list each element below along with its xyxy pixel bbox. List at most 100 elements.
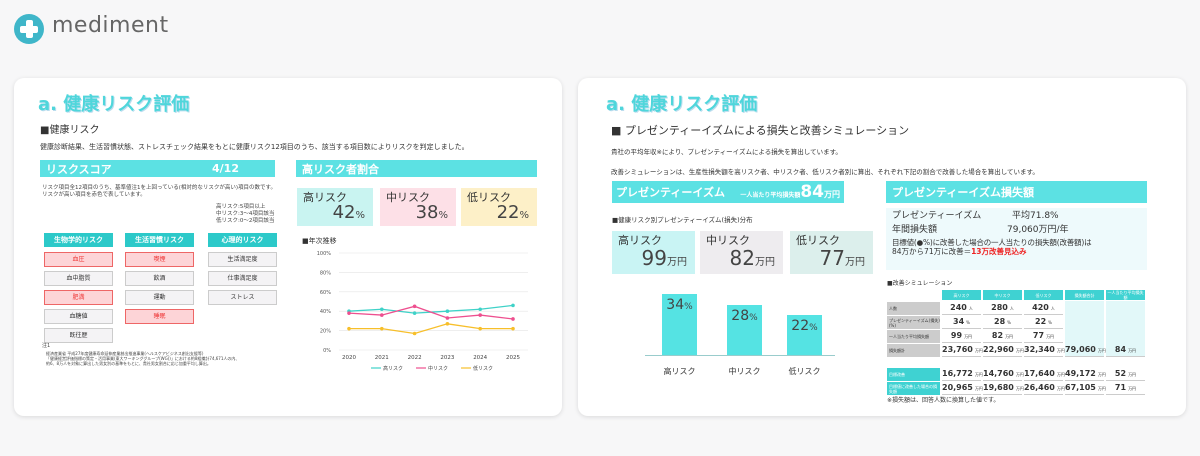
data-point (380, 313, 384, 317)
note-line: 「健康経営評価指標の策定・活用事業(東大ワーキンググループ(WG))」における約… (46, 356, 240, 361)
bar-value-label: 34% (666, 296, 693, 313)
dist-value: 77万円 (819, 246, 865, 270)
risk-legend: 高リスク:5項目以上 中リスク:3～4項目該当 低リスク:0～2項目該当 (216, 204, 274, 225)
dist-box: 高リスク 99万円 (612, 231, 695, 274)
avg-loss-unit: 万円 (824, 190, 840, 199)
category-header: 生活習慣リスク (125, 233, 194, 247)
sim-total-col (1065, 301, 1104, 357)
presenteeism-bar: プレゼンティーイズム 一人当たり平均損失額84万円 (612, 181, 844, 203)
presenteeism-loss-bar: プレゼンティーイズム損失額 (886, 181, 1147, 203)
ratio-box: 高リスク 42% (297, 188, 373, 226)
sim-header: 損失額合計 (1065, 290, 1104, 300)
risk-score-bar: リスクスコア 4/12 (40, 160, 275, 177)
data-point (445, 322, 450, 326)
slide-title: a. 健康リスク評価 (38, 94, 190, 115)
sim-cell: 26,460 万円 (1024, 383, 1065, 395)
bar: 34% (662, 293, 697, 355)
sim-cell: 240 人 (942, 303, 981, 315)
logo-icon (14, 14, 44, 44)
chart-title: ■年次推移 (302, 237, 337, 245)
bar-baseline (645, 355, 835, 356)
risk-item: ストレス (208, 290, 277, 305)
sim-cell: 22% (1024, 317, 1063, 329)
sim-cell: 34% (942, 317, 981, 329)
risk-item: 血中脂質 (44, 271, 113, 286)
category-header: 生物学的リスク (44, 233, 113, 247)
x-tick-label: 2021 (375, 355, 389, 361)
dist-value: 99万円 (641, 246, 687, 270)
data-point (445, 316, 450, 320)
loss-label: プレゼンティーイズム損失額 (892, 186, 1035, 199)
data-point (511, 326, 515, 331)
brand-name: mediment (52, 13, 169, 38)
legend-line: 中リスク:3～4項目該当 (216, 211, 275, 217)
pres-label: プレゼンティーイズム (616, 186, 726, 199)
sim-header: 高リスク (942, 290, 981, 300)
sim-header: 一人当たり平均損失額 (1106, 290, 1145, 300)
ratio-box: 低リスク 22% (461, 188, 537, 226)
sim-row-label: 目標改善 (887, 368, 940, 381)
sim-cell: 420 人 (1024, 303, 1063, 315)
risk-item: 仕事満足度 (208, 271, 277, 286)
sim-cell: 52 万円 (1106, 369, 1145, 381)
x-tick-label: 2022 (408, 355, 422, 361)
bar-category-label: 高リスク (663, 367, 696, 376)
y-tick-label: 40% (320, 309, 331, 315)
sim-cell: 20,965 万円 (942, 383, 983, 395)
bar-value-label: 28% (731, 307, 758, 324)
ratio-label: 低リスク (467, 191, 511, 204)
data-point (347, 311, 351, 315)
ratio-value: 22% (496, 202, 529, 223)
sim-cell: 99 万円 (942, 331, 981, 343)
info-pres-label: プレゼンティーイズム (892, 211, 982, 221)
sim-cell: 67,105 万円 (1065, 383, 1106, 395)
sim-cell: 71 万円 (1106, 383, 1145, 395)
sim-cell: 14,760 万円 (983, 369, 1024, 381)
risk-item: 運動 (125, 290, 194, 305)
info-pres-value: 平均71.8% (1012, 211, 1059, 221)
avg-loss-value: 84 (800, 182, 824, 202)
dist-box: 低リスク 77万円 (790, 231, 873, 274)
sim-cell: 16,772 万円 (942, 369, 983, 381)
sim-cell: 49,172 万円 (1065, 369, 1106, 381)
risk-item: 喫煙 (125, 252, 194, 267)
ratio-value: 38% (415, 202, 448, 223)
section-heading: ■ プレゼンティーイズムによる損失と改善シミュレーション (611, 124, 910, 137)
sim-cell: 17,640 万円 (1024, 369, 1065, 381)
risk-item: 血圧 (44, 252, 113, 267)
data-point (380, 307, 384, 312)
left-slide-card[interactable] (14, 78, 562, 416)
sim-header: 中リスク (983, 290, 1022, 300)
data-point (347, 326, 351, 331)
series-line (348, 305, 514, 320)
avg-loss-label: 一人当たり平均損失額 (740, 192, 801, 199)
sim-cell: 32,340 万円 (1024, 345, 1065, 357)
description: 改善シミュレーションは、生産性損失額を高リスク者、中リスク者、低リスク者別に算出… (611, 168, 1039, 176)
legend-line: 低リスク:0～2項目該当 (216, 218, 275, 224)
annual-trend-chart: 0% 20% 40% 60% 80% 100% 2020 2021 2022 2023 2024 20… (317, 251, 528, 372)
data-point (412, 331, 417, 336)
risk-item: 睡眠 (125, 309, 194, 324)
info-improve-text: 84万から71万に改善＝ (892, 247, 972, 256)
x-tick-label: 2025 (506, 355, 520, 361)
dist-title: ■健康リスク別プレゼンティーイズム(損失)分布 (612, 216, 753, 224)
legend-label: 高リスク (383, 365, 403, 372)
risk-item: 肥満 (44, 290, 113, 305)
note-line: 経済産業省 平成27年度健康寿命延伸産業創出推進事業(ヘルスケアビジネス創出支援… (46, 351, 204, 356)
sim-cell: 19,680 万円 (983, 383, 1024, 395)
sim-cell: 22,960 万円 (983, 345, 1024, 357)
explain-line: リスクが高い項目を赤色で表しています。 (42, 192, 146, 198)
dist-label: 中リスク (706, 234, 750, 247)
legend-label: 中リスク (428, 365, 448, 372)
ratio-value: 42% (332, 202, 365, 223)
data-point (511, 303, 515, 308)
risk-item: 生活満足度 (208, 252, 277, 267)
data-point (445, 309, 450, 313)
bar-value-label: 22% (791, 318, 818, 335)
high-risk-ratio-bar: 高リスク者割合 (296, 160, 537, 177)
info-improve-highlight: 13万改善見込み (971, 247, 1027, 256)
category-header: 心理的リスク (208, 233, 277, 247)
risk-score-label: リスクスコア (46, 162, 112, 176)
data-point (412, 304, 417, 309)
data-point (511, 317, 515, 321)
